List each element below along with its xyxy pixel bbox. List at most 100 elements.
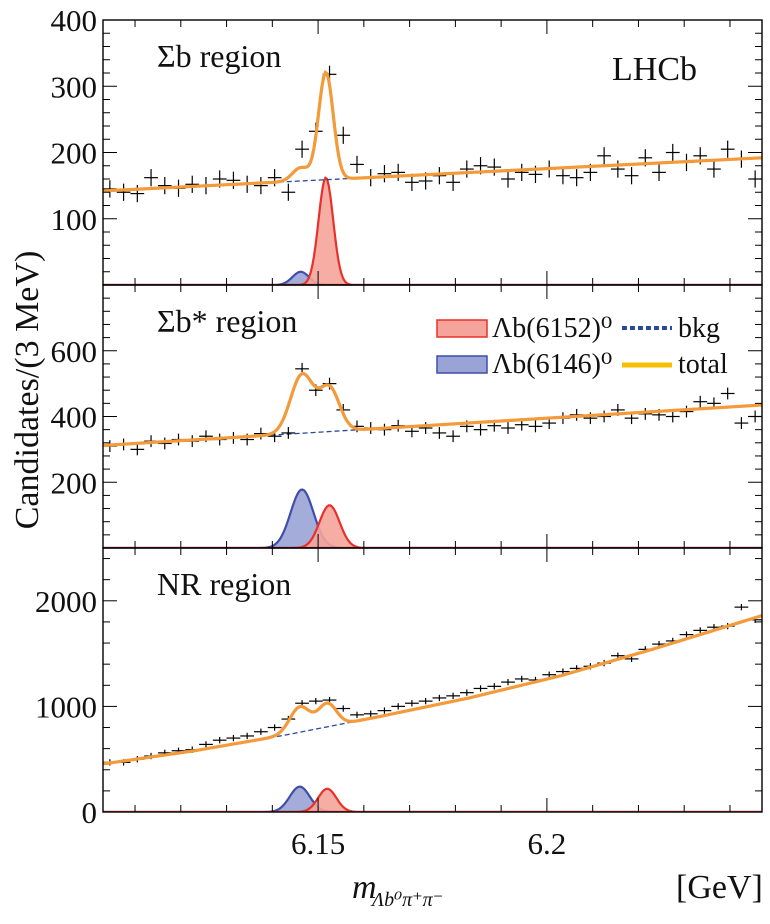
y-tick-label: 300 — [51, 69, 98, 104]
panel-1: 100 200 300 400 Σb region — [51, 3, 763, 286]
data-point — [130, 443, 145, 456]
peak-6146-component — [103, 488, 762, 548]
x-axis-label-main: m — [352, 869, 377, 906]
data-point — [226, 171, 241, 189]
data-point — [350, 155, 364, 174]
plot-area — [103, 65, 762, 285]
total-fit-curve — [103, 371, 762, 448]
data-point — [597, 147, 611, 165]
data-point — [295, 140, 309, 158]
data-point — [418, 697, 433, 705]
y-axis-label: Candidates/(3 MeV) — [9, 251, 46, 530]
legend-label-6152: Λb(6152)⁰ — [492, 313, 612, 344]
total-fit-curve — [103, 69, 762, 193]
data-point — [501, 170, 515, 188]
data-point — [281, 183, 296, 201]
data-point — [281, 427, 296, 439]
legend-swatch-6152 — [436, 319, 488, 338]
region-label: NR region — [157, 566, 291, 602]
data-point — [432, 694, 447, 702]
data-point — [363, 710, 378, 717]
data-point — [665, 410, 680, 423]
data-point — [336, 126, 351, 144]
legend-label-6146: Λb(6146)⁰ — [492, 349, 612, 380]
y-tick-label: 100 — [51, 202, 98, 237]
data-point — [446, 430, 460, 443]
data-point — [693, 395, 708, 408]
data-point — [501, 678, 515, 686]
data-point — [720, 140, 735, 158]
data-point — [624, 167, 639, 185]
x-axis-label-sub: Λb⁰π⁺π⁻ — [370, 889, 443, 911]
data-point — [267, 724, 282, 731]
data-point — [542, 671, 557, 678]
x-tick-label: 6.15 — [291, 826, 345, 861]
data-point — [350, 711, 364, 719]
data-point — [473, 423, 488, 436]
data-point — [199, 741, 213, 748]
legend-swatch-6146 — [436, 355, 488, 374]
data-point — [720, 387, 735, 400]
data-point — [665, 143, 680, 162]
data-point — [459, 160, 474, 178]
y-tick-label: 0 — [82, 795, 98, 830]
x-axis-label: m Λb⁰π⁺π⁻ — [352, 869, 443, 911]
legend-label-bkg: bkg — [678, 313, 720, 344]
data-point — [487, 158, 502, 176]
x-tick-label: 6.2 — [528, 826, 567, 861]
peak-6152-component — [103, 176, 762, 285]
peak-6152-component — [103, 504, 762, 548]
data-point — [487, 683, 502, 690]
chart-panels: 100 200 300 400 Σb region 200 400 600 Σb* region… — [35, 3, 763, 861]
y-tick-label: 400 — [51, 400, 98, 435]
data-point — [514, 163, 529, 181]
data-point — [391, 703, 406, 710]
data-point — [556, 167, 570, 185]
plot-area — [103, 603, 762, 812]
y-tick-label: 200 — [51, 136, 98, 171]
peak-6146-component — [103, 270, 762, 285]
panel-frame — [102, 547, 763, 813]
data-point — [693, 627, 708, 634]
data-point — [157, 177, 172, 195]
data-point — [473, 685, 488, 692]
data-point — [226, 734, 241, 742]
data-point — [144, 169, 158, 187]
data-point — [308, 697, 323, 705]
x-axis-unit: [GeV] — [676, 869, 763, 906]
y-tick-label: 2000 — [35, 584, 97, 619]
data-point — [446, 173, 460, 191]
y-tick-label: 600 — [51, 334, 98, 369]
data-point — [514, 675, 529, 683]
y-tick-label: 400 — [51, 3, 98, 38]
data-point — [679, 405, 694, 418]
experiment-label: LHCb — [612, 51, 697, 88]
data-point — [610, 160, 625, 178]
data-point — [254, 177, 268, 195]
panel-2: 200 400 600 Σb* region — [51, 284, 763, 549]
data-point — [116, 183, 131, 201]
data-point — [405, 700, 419, 707]
data-point — [734, 417, 749, 429]
legend: Λb(6152)⁰ bkg Λb(6146)⁰ total — [436, 313, 728, 380]
data-point — [446, 692, 460, 700]
data-point — [322, 377, 337, 390]
data-point — [569, 169, 584, 187]
panel-3: 0 1000 2000 6.15 6.2 NR region — [35, 547, 763, 861]
data-point — [734, 603, 749, 611]
total-fit-curve — [103, 614, 762, 766]
y-tick-label: 1000 — [35, 689, 97, 724]
data-point — [528, 420, 543, 433]
y-tick-label: 200 — [51, 465, 98, 500]
data-point — [336, 705, 351, 712]
data-point — [707, 160, 721, 178]
data-point — [391, 163, 406, 181]
peak-6146-component — [103, 785, 762, 812]
legend-label-total: total — [678, 349, 728, 380]
peak-6152-component — [103, 787, 762, 812]
data-point — [377, 707, 392, 714]
data-point — [432, 427, 447, 439]
plot-area — [103, 362, 762, 548]
data-point — [377, 165, 392, 183]
